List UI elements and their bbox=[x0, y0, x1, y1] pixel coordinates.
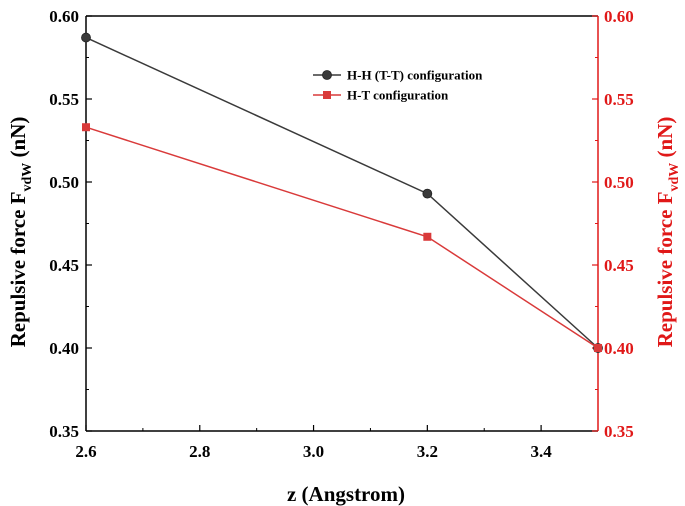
left-y-tick-label: 0.40 bbox=[49, 339, 79, 358]
x-axis-title: z (Angstrom) bbox=[287, 482, 405, 506]
right-y-tick-label: 0.35 bbox=[604, 422, 634, 441]
data-point-square bbox=[594, 344, 602, 352]
right-y-title-sub: vdW bbox=[667, 163, 682, 192]
left-y-tick-label: 0.55 bbox=[49, 90, 79, 109]
legend-label-2: H-T configuration bbox=[347, 88, 449, 103]
left-y-tick-label: 0.50 bbox=[49, 173, 79, 192]
chart-ticks: 2.6 2.8 3.0 3.2 3.4 0.35 0.35 0.40 0.40 0.45 0.45 0… bbox=[49, 7, 634, 461]
right-y-tick-label: 0.60 bbox=[604, 7, 634, 26]
left-y-title-unit: (nN) bbox=[6, 117, 30, 163]
left-y-title-sub: vdW bbox=[20, 163, 35, 192]
left-y-title-main: Repulsive force F bbox=[6, 191, 30, 347]
data-point-square bbox=[423, 232, 432, 241]
legend-label-1: H-H (T-T) configuration bbox=[347, 68, 483, 83]
x-tick-label: 2.8 bbox=[189, 442, 210, 461]
data-point-square bbox=[82, 123, 90, 132]
left-y-tick-label: 0.45 bbox=[49, 256, 79, 275]
legend-marker-square bbox=[323, 91, 331, 99]
series-line-1 bbox=[85, 36, 599, 349]
right-y-axis-title: Repulsive force FvdW (nN) bbox=[653, 117, 682, 348]
right-y-tick-label: 0.45 bbox=[604, 256, 634, 275]
right-y-tick-label: 0.50 bbox=[604, 173, 634, 192]
chart-axes bbox=[85, 15, 599, 432]
left-y-tick-label: 0.35 bbox=[49, 422, 79, 441]
left-y-tick-label: 0.60 bbox=[49, 7, 79, 26]
chart-legend: H-H (T-T) configuration H-T configuration bbox=[313, 68, 483, 103]
right-y-title-unit: (nN) bbox=[653, 117, 677, 163]
left-y-axis-title: Repulsive force FvdW (nN) bbox=[6, 117, 35, 348]
x-tick-label: 3.4 bbox=[530, 442, 552, 461]
chart-series bbox=[81, 32, 603, 353]
right-y-tick-label: 0.55 bbox=[604, 90, 634, 109]
right-y-title-main: Repulsive force F bbox=[653, 191, 677, 347]
x-tick-label: 3.0 bbox=[303, 442, 324, 461]
legend-marker-circle bbox=[322, 70, 332, 80]
data-point-circle bbox=[422, 188, 433, 199]
x-tick-label: 3.2 bbox=[417, 442, 438, 461]
series-line-2 bbox=[85, 126, 599, 349]
right-y-tick-label: 0.40 bbox=[604, 339, 634, 358]
x-tick-label: 2.6 bbox=[75, 442, 96, 461]
data-point-circle bbox=[81, 32, 91, 43]
